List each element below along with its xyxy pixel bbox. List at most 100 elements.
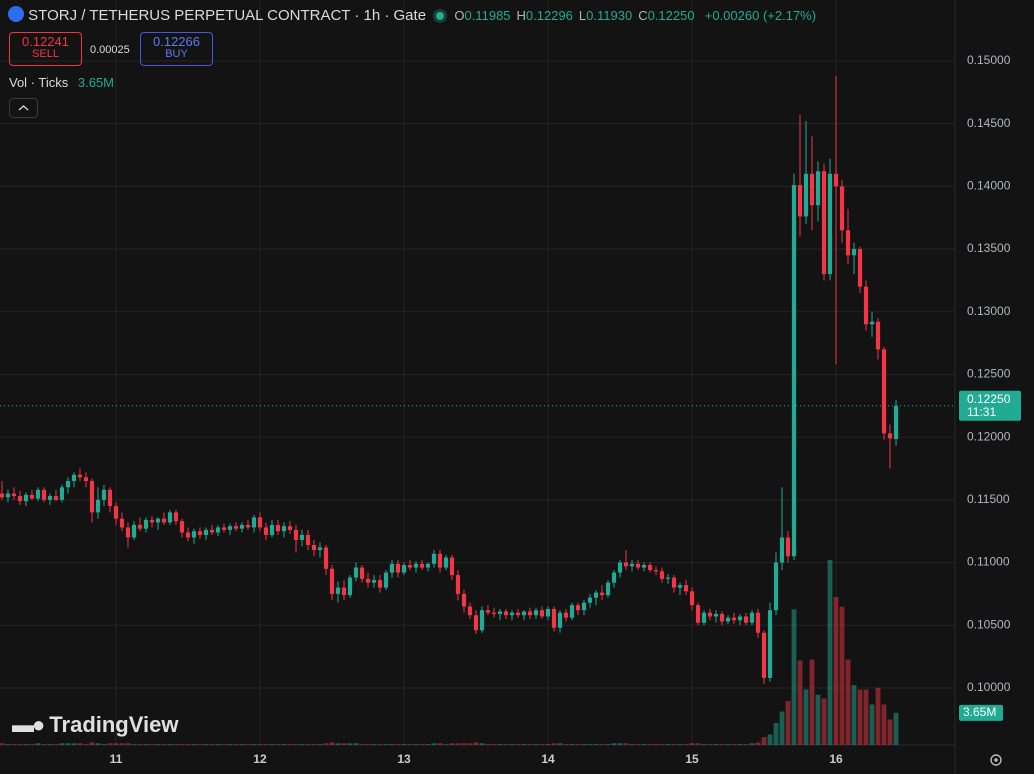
y-tick-label: 0.12500	[967, 367, 1011, 381]
candle-body	[539, 610, 545, 617]
buy-button[interactable]: 0.12266 BUY	[140, 32, 213, 66]
volume-value: 3.65M	[77, 75, 115, 90]
volume-bar	[161, 744, 167, 745]
volume-bar	[521, 744, 527, 745]
candle-body	[695, 605, 701, 623]
x-tick-label: 15	[685, 752, 699, 766]
candle-body	[221, 527, 227, 530]
volume-bar	[293, 744, 299, 745]
candle-body	[65, 481, 71, 488]
volume-bar	[185, 744, 191, 745]
buy-price: 0.12266	[153, 34, 200, 49]
volume-bar	[119, 743, 125, 745]
y-tick-label: 0.13500	[967, 241, 1011, 255]
volume-bar	[467, 743, 473, 745]
candle-body	[323, 547, 329, 569]
volume-bar	[809, 659, 815, 745]
volume-bar	[461, 743, 467, 745]
candle-body	[737, 616, 743, 621]
candle-body	[371, 580, 377, 583]
candle-body	[881, 349, 887, 434]
volume-bar	[95, 743, 101, 745]
volume-bar	[539, 744, 545, 745]
collapse-button[interactable]	[9, 98, 38, 118]
candle-body	[281, 526, 287, 532]
candle-body	[509, 612, 515, 616]
candle-body	[341, 587, 347, 596]
symbol-title[interactable]: STORJ / TETHERUS PERPETUAL CONTRACT · 1h…	[28, 7, 427, 24]
y-tick-label: 0.14000	[967, 179, 1011, 193]
volume-bar	[551, 743, 557, 745]
y-tick-label: 0.14500	[967, 116, 1011, 130]
volume-bar	[875, 687, 881, 745]
volume-bar	[425, 744, 431, 745]
candle-body	[545, 608, 551, 617]
candle-body	[863, 286, 869, 325]
candle-body	[29, 494, 35, 499]
candle-body	[227, 526, 233, 530]
candle-body	[887, 433, 893, 439]
candle-body	[575, 605, 581, 611]
volume-bar	[77, 743, 83, 745]
candle-body	[317, 547, 323, 551]
volume-bar	[497, 744, 503, 745]
volume-bar	[0, 743, 5, 745]
volume-indicator[interactable]: Vol · Ticks	[9, 75, 69, 90]
volume-last-box	[959, 704, 1003, 721]
candle-body	[203, 529, 209, 535]
volume-bar	[197, 744, 203, 745]
candle-body	[611, 572, 617, 583]
volume-bar	[827, 560, 833, 745]
candle-body	[95, 499, 101, 513]
candle-body	[11, 493, 17, 497]
candle-body	[581, 602, 587, 611]
volume-bar	[701, 744, 707, 745]
candle-body	[473, 615, 479, 631]
x-tick-label: 11	[110, 752, 123, 766]
candle-body	[497, 611, 503, 614]
candle-body	[179, 521, 185, 533]
candle-body	[731, 617, 737, 621]
candle-body	[155, 518, 161, 523]
candle-body	[101, 489, 107, 500]
volume-bar	[863, 689, 869, 745]
volume-bar	[395, 744, 401, 745]
candle-body	[875, 321, 881, 350]
volume-bar	[341, 743, 347, 745]
candle-body	[131, 524, 137, 538]
volume-bar	[149, 744, 155, 745]
volume-bar	[473, 742, 479, 745]
candle-body	[449, 557, 455, 576]
candle-body	[23, 494, 29, 502]
candle-body	[167, 512, 173, 523]
volume-bar	[53, 744, 59, 745]
candle-body	[599, 592, 605, 596]
candle-body	[707, 612, 713, 617]
candle-body	[605, 582, 611, 596]
volume-bar	[785, 700, 791, 745]
volume-bar	[839, 606, 845, 745]
volume-bar	[191, 744, 197, 745]
volume-bar	[269, 744, 275, 745]
candle-body	[467, 606, 473, 616]
volume-bar	[167, 744, 173, 745]
candle-body	[377, 580, 383, 588]
candle-body	[503, 611, 509, 616]
candle-body	[173, 512, 179, 522]
settings-icon[interactable]	[987, 751, 1005, 769]
volume-bar	[689, 743, 695, 745]
candle-body	[77, 474, 83, 478]
candle-body	[47, 496, 53, 500]
candle-body	[431, 553, 437, 564]
candle-body	[407, 565, 413, 568]
x-tick-label: 16	[829, 752, 843, 766]
volume-bar	[353, 743, 359, 745]
volume-bar	[599, 744, 605, 745]
candle-body	[347, 577, 353, 596]
volume-bar	[5, 744, 11, 745]
volume-bar	[545, 744, 551, 745]
candle-body	[515, 612, 521, 616]
volume-bar	[401, 744, 407, 745]
sell-button[interactable]: 0.12241 SELL	[9, 32, 82, 66]
volume-bar	[719, 744, 725, 745]
